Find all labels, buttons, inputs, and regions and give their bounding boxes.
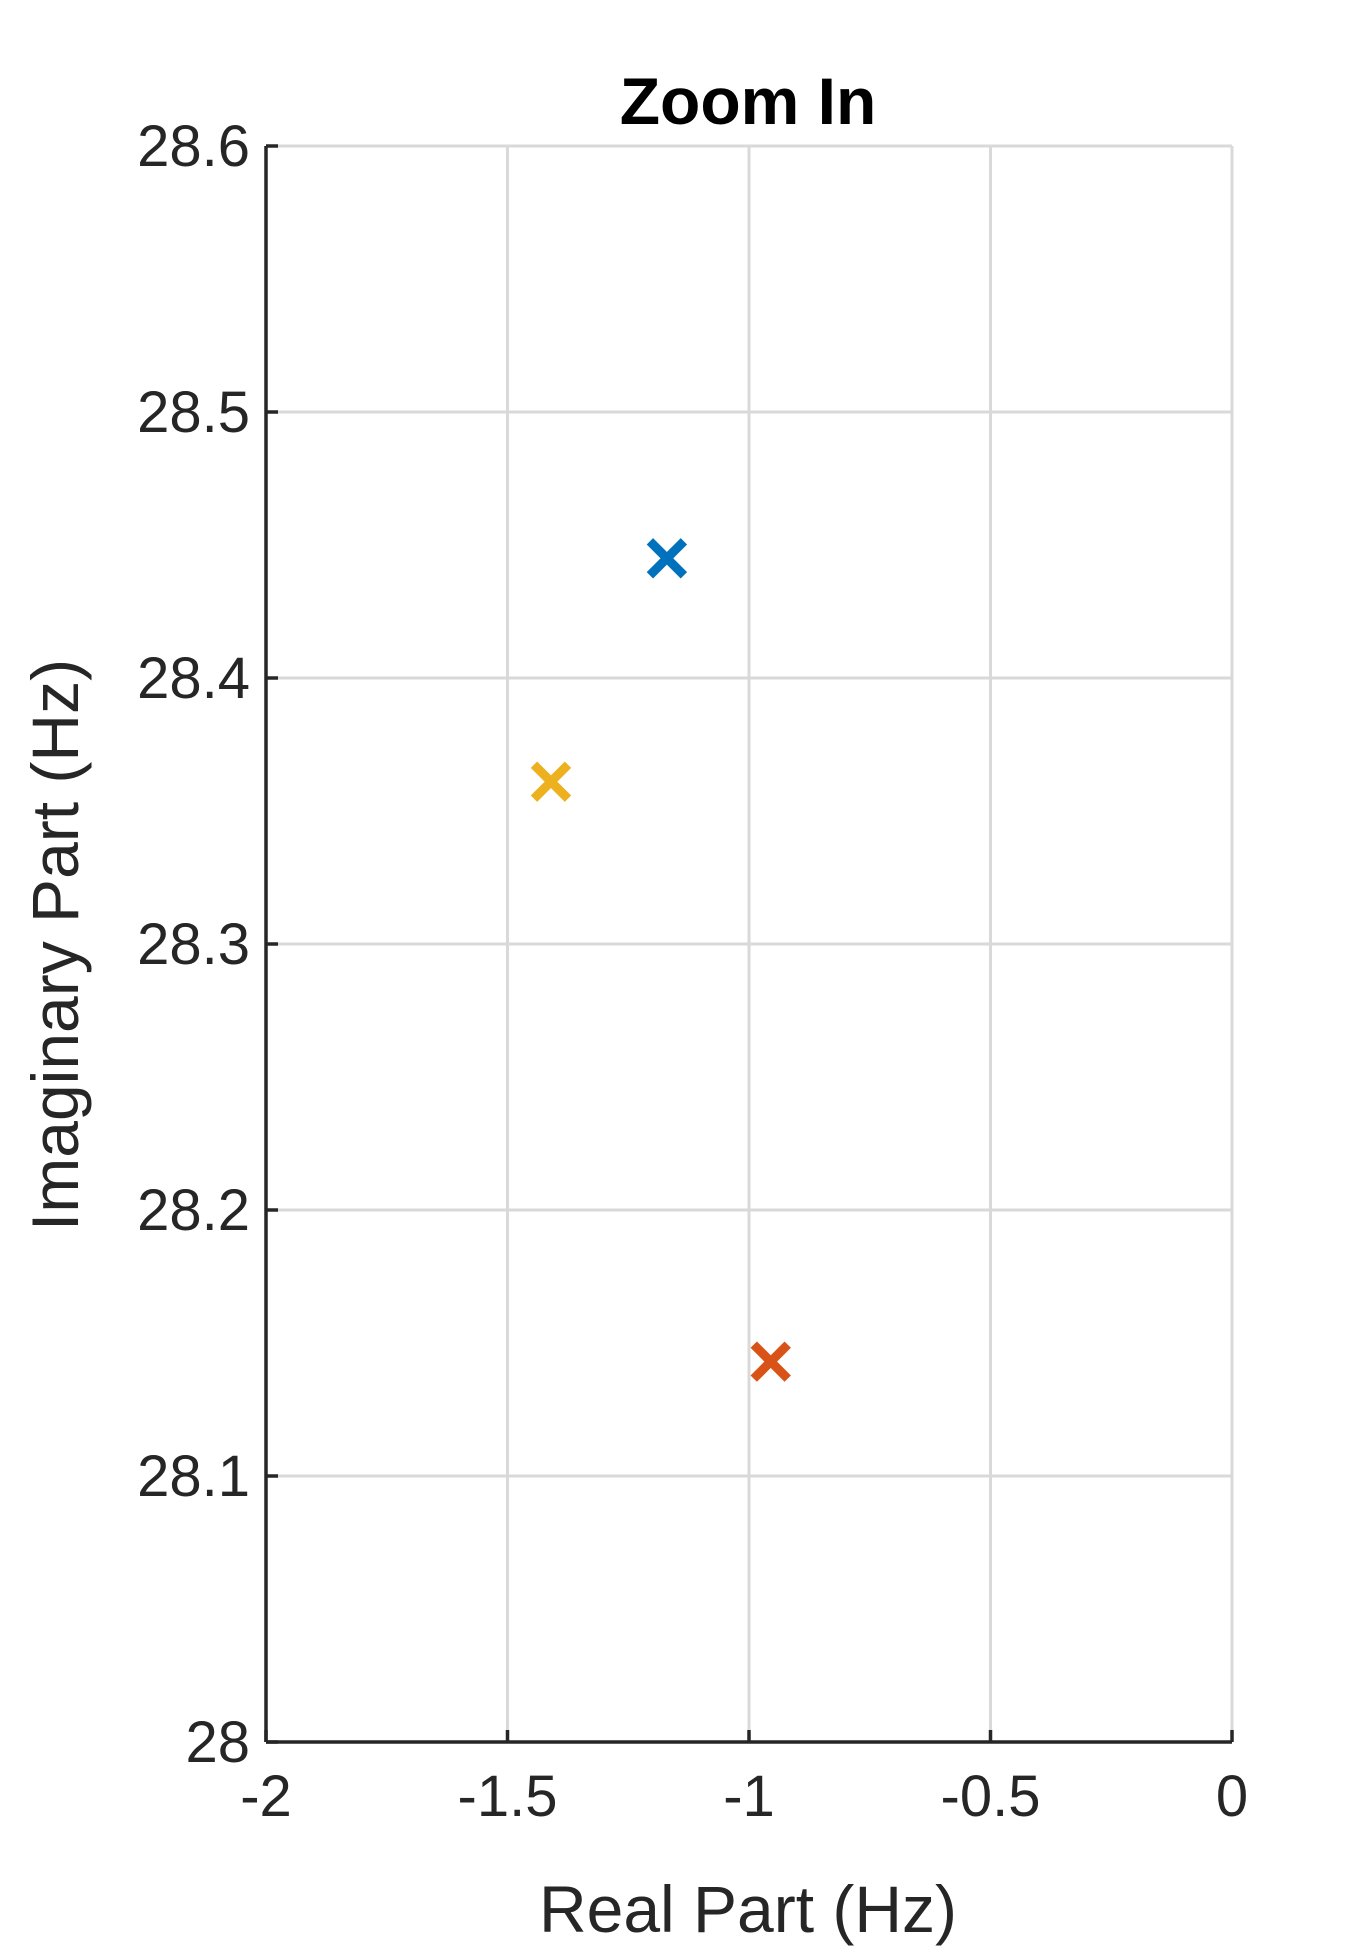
x-tick-label: -0.5 xyxy=(941,1764,1041,1829)
data-point-marker xyxy=(646,538,688,579)
y-tick-label: 28.2 xyxy=(137,1178,250,1243)
data-point-marker xyxy=(750,1341,791,1382)
tick-labels-layer: -2 -1.5 -1 -0.5 0 28 28.1 28.2 28.3 28.4 28.5 28.6 xyxy=(137,114,1248,1829)
y-tick-label: 28 xyxy=(185,1710,250,1775)
y-tick-label: 28.4 xyxy=(137,646,250,711)
grid-layer xyxy=(264,144,1234,1744)
x-tick-label: -2 xyxy=(240,1764,292,1829)
x-tick-label: -1 xyxy=(723,1764,775,1829)
y-axis-label: Imaginary Part (Hz) xyxy=(18,659,92,1231)
markers-layer xyxy=(530,538,791,1382)
data-point-marker xyxy=(530,761,572,802)
chart-title: Zoom In xyxy=(620,64,877,138)
y-tick-label: 28.5 xyxy=(137,380,250,445)
y-tick-label: 28.1 xyxy=(137,1444,250,1509)
axes-layer xyxy=(264,144,1234,1744)
y-tick-label: 28.3 xyxy=(137,912,250,977)
x-tick-label: 0 xyxy=(1216,1764,1248,1829)
y-tick-label: 28.6 xyxy=(137,114,250,179)
x-axis-label: Real Part (Hz) xyxy=(539,1872,957,1946)
x-tick-label: -1.5 xyxy=(458,1764,558,1829)
